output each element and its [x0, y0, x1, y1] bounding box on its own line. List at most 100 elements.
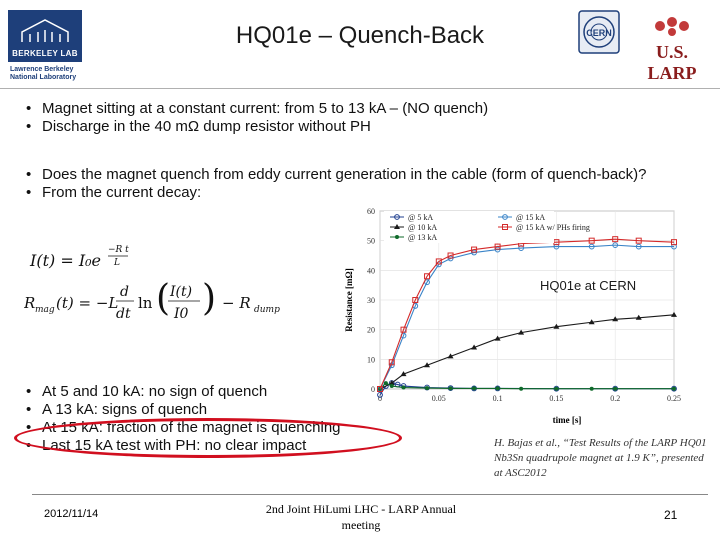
series-line — [379, 238, 675, 390]
y-tick-label: 10 — [367, 355, 375, 364]
y-tick-label: 60 — [367, 207, 375, 216]
data-point — [635, 243, 642, 250]
cern-emblem-icon: CERN — [578, 10, 620, 54]
legend-label: @ 13 kA — [408, 233, 437, 242]
data-point — [518, 329, 525, 335]
us-larp-logo: U.S. LARP — [632, 8, 712, 83]
bullet-item: Does the magnet quench from eddy current… — [26, 166, 676, 184]
data-point — [635, 314, 642, 320]
data-point — [394, 214, 400, 220]
y-tick-label: 30 — [367, 296, 375, 305]
data-point — [554, 386, 559, 391]
svg-text:dt: dt — [116, 306, 131, 322]
svg-text:I0: I0 — [173, 306, 189, 322]
data-point — [388, 359, 395, 366]
equation-exponent-den: L — [113, 258, 120, 268]
bullet-item: At 5 and 10 kA: no sign of quench — [26, 383, 406, 401]
data-point — [447, 252, 454, 259]
svg-text:(t) = −L: (t) = −L — [56, 294, 118, 312]
data-point — [519, 386, 524, 391]
data-point — [502, 224, 508, 230]
data-point — [588, 319, 595, 325]
x-tick-label: 0.15 — [549, 394, 563, 403]
cern-text: CERN — [586, 28, 612, 38]
highlight-ellipse — [14, 418, 402, 458]
larp-emblem-icon — [655, 17, 689, 36]
data-point — [400, 326, 407, 333]
svg-text:d: d — [120, 284, 129, 300]
data-point — [471, 344, 478, 350]
data-point — [672, 386, 676, 391]
svg-text:I(t): I(t) — [169, 284, 192, 300]
data-point — [425, 386, 430, 391]
larp-text: U.S. LARP — [647, 42, 697, 83]
legend-label: @ 10 kA — [408, 223, 437, 232]
header-divider — [0, 88, 720, 89]
data-point — [553, 323, 560, 329]
current-decay-equations: I(t) = I₀e −R t L R mag (t) = −L d dt ln… — [24, 245, 280, 322]
data-point — [671, 239, 677, 246]
x-tick-label: 0.05 — [432, 394, 446, 403]
svg-text:): ) — [202, 278, 216, 319]
equation-exponent-num: −R t — [108, 245, 129, 255]
svg-text:ln: ln — [138, 294, 153, 312]
legend-label: @ 15 kA w/ PHs firing — [516, 223, 590, 232]
svg-text:dump: dump — [254, 305, 280, 315]
x-axis-label: time [s] — [553, 415, 582, 425]
bullet-item: From the current decay: — [26, 184, 676, 202]
page-number: 21 — [664, 508, 678, 522]
data-point — [424, 362, 431, 368]
data-point — [502, 214, 508, 220]
data-point — [612, 236, 619, 243]
data-point — [447, 353, 454, 359]
slide-title: HQ01e – Quench-Back — [235, 22, 485, 49]
legend-label: @ 5 kA — [408, 213, 433, 222]
lbnl-caption: Lawrence Berkeley National Laboratory — [10, 66, 90, 82]
bullet-item: Discharge in the 40 mΩ dump resistor wit… — [26, 118, 626, 136]
data-point — [495, 386, 500, 391]
x-tick-label: 0.2 — [610, 394, 620, 403]
equation-current: I(t) = I₀e — [29, 251, 101, 270]
berkeley-lab-text: BERKELEY LAB — [12, 49, 78, 58]
data-point — [448, 386, 453, 391]
bullet-item: A 13 kA: signs of quench — [26, 401, 406, 419]
x-tick-label: 0.1 — [493, 394, 503, 403]
x-tick-label: 0.25 — [667, 394, 681, 403]
bullet-list-top: Magnet sitting at a constant current: fr… — [26, 100, 626, 136]
berkeley-building-icon — [21, 19, 69, 42]
berkeley-lab-logo: BERKELEY LAB — [8, 10, 82, 62]
data-point — [671, 311, 677, 317]
citation: H. Bajas et al., “Test Results of the LA… — [494, 437, 707, 479]
y-axis-label: Resistance [mΩ] — [344, 268, 354, 331]
footer-divider — [32, 494, 708, 495]
legend-box — [384, 211, 554, 243]
lbnl-line2: National Laboratory — [10, 74, 77, 81]
data-point — [494, 243, 501, 250]
y-tick-label: 40 — [367, 266, 375, 275]
svg-text:mag: mag — [35, 305, 55, 315]
data-point — [471, 246, 478, 253]
data-point — [588, 243, 595, 250]
bullet-list-mid: Does the magnet quench from eddy current… — [26, 166, 676, 202]
lbnl-line1: Lawrence Berkeley — [10, 66, 74, 73]
data-point — [394, 224, 400, 229]
svg-text:(: ( — [156, 278, 170, 319]
data-point — [395, 235, 399, 239]
data-point — [412, 297, 419, 303]
svg-text:− R: − R — [222, 294, 251, 312]
data-point — [400, 371, 407, 377]
data-point — [612, 242, 619, 249]
data-point — [635, 237, 642, 244]
data-point — [472, 386, 477, 391]
chart-annotation: HQ01e at CERN — [540, 278, 637, 293]
data-point — [494, 335, 501, 341]
footer-date: 2012/11/14 — [44, 508, 99, 520]
equation-rmag: R — [24, 294, 35, 312]
data-point — [424, 273, 431, 280]
y-tick-label: 20 — [367, 326, 375, 335]
legend-label: @ 15 kA — [516, 213, 545, 222]
data-point — [612, 316, 619, 322]
data-point — [588, 237, 595, 244]
bullet-item: Magnet sitting at a constant current: fr… — [26, 100, 626, 118]
